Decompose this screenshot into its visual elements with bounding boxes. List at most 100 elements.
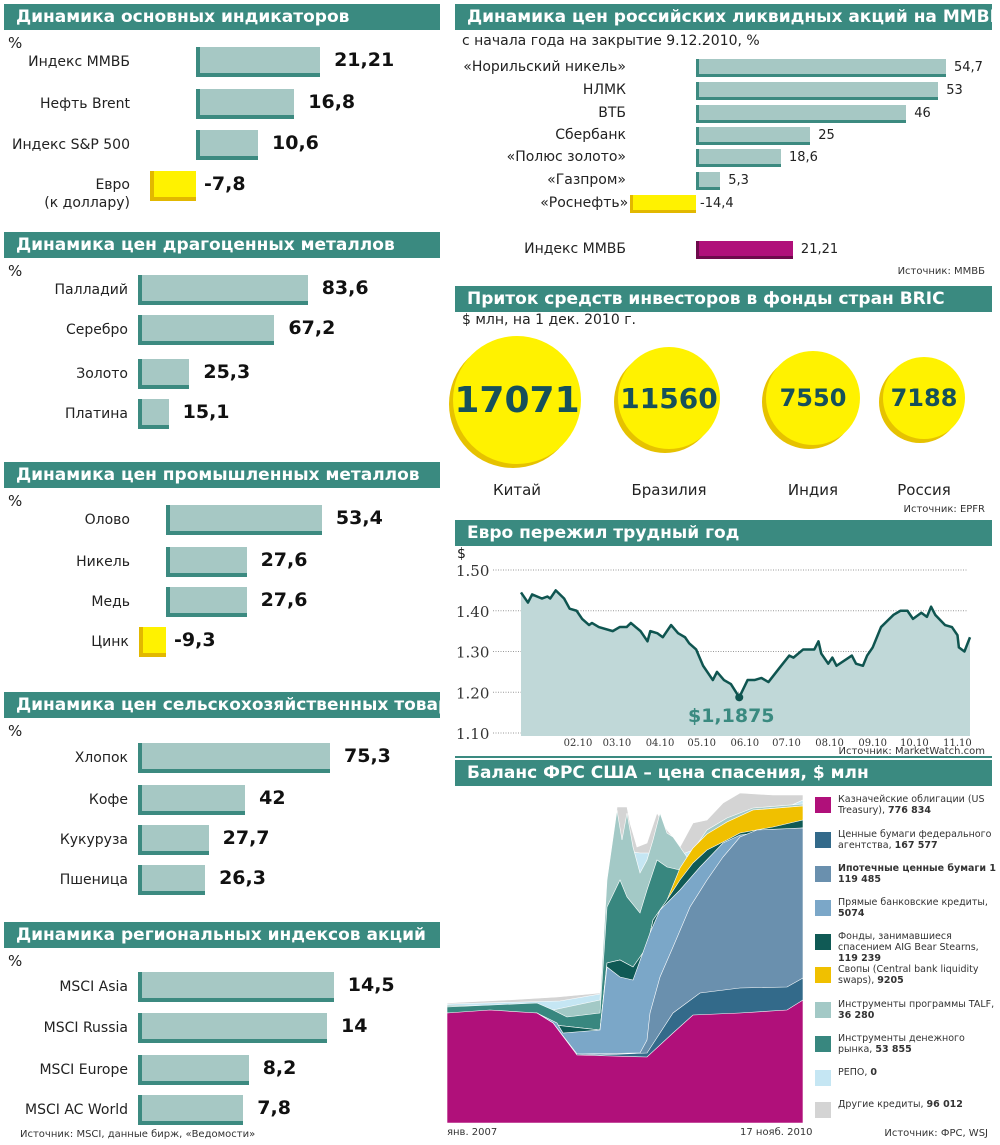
stock-label: НЛМК bbox=[582, 82, 626, 98]
bar-label: Евро (к доллару) bbox=[44, 177, 130, 211]
bar-value: 16,8 bbox=[308, 91, 356, 113]
stock-value: 25 bbox=[818, 128, 835, 143]
legend-item: Казначейские облигации (US Treasury), 77… bbox=[838, 794, 998, 816]
bar-label: Серебро bbox=[66, 322, 128, 338]
legend-value: 119 239 bbox=[838, 953, 881, 964]
bar-label: Хлопок bbox=[74, 750, 128, 766]
legend-label: Инструменты программы TALF, bbox=[838, 999, 995, 1010]
stock-label: Индекс ММВБ bbox=[524, 241, 626, 257]
stock-bar bbox=[696, 105, 907, 123]
stock-value: 21,21 bbox=[800, 242, 839, 257]
bar-label: Кукуруза bbox=[59, 832, 128, 848]
legend-item: РЕПО, 0 bbox=[838, 1067, 998, 1078]
stock-value: 54,7 bbox=[953, 60, 983, 75]
bar-label: MSCI Russia bbox=[43, 1020, 128, 1036]
stock-bar bbox=[696, 172, 721, 190]
stock-label: «Газпром» bbox=[547, 172, 626, 188]
legend-item: Инструменты программы TALF, 36 280 bbox=[838, 999, 998, 1021]
stock-label: «Полюс золото» bbox=[506, 149, 626, 165]
bric-coin: 7550 bbox=[766, 351, 860, 445]
bar-value: 25,3 bbox=[203, 361, 251, 383]
bar bbox=[138, 275, 308, 305]
stock-bar bbox=[696, 82, 939, 100]
bar-value: 67,2 bbox=[288, 317, 336, 339]
section-title: Динамика цен сельскохозяйственных товаро… bbox=[4, 692, 440, 718]
bar bbox=[196, 47, 321, 77]
bar bbox=[138, 315, 275, 345]
unit-label: % bbox=[8, 952, 23, 970]
legend-item: Фонды, занимавшиеся спасением AIG Bear S… bbox=[838, 931, 998, 964]
bar-value: 27,6 bbox=[260, 549, 308, 571]
bric-subtitle: $ млн, на 1 дек. 2010 г. bbox=[462, 312, 636, 328]
legend-value: 5074 bbox=[838, 908, 865, 919]
bar-label: Никель bbox=[76, 554, 130, 570]
bar-label: MSCI AC World bbox=[25, 1102, 128, 1118]
section-title: Динамика региональных индексов акций bbox=[4, 922, 440, 948]
legend-swatch bbox=[815, 1102, 831, 1118]
stock-value: 18,6 bbox=[789, 150, 818, 165]
bric-country: Индия bbox=[787, 481, 839, 499]
stocks-subtitle: с начала года на закрытие 9.12.2010, % bbox=[462, 33, 760, 49]
legend-swatch bbox=[815, 934, 831, 950]
minimum-point bbox=[735, 693, 744, 702]
bar-value: 26,3 bbox=[219, 867, 266, 889]
bar-value: 10,6 bbox=[272, 132, 319, 154]
stocks-title: Динамика цен российских ликвидных акций … bbox=[455, 4, 992, 30]
bar bbox=[138, 399, 169, 429]
bar-label: Кофе bbox=[88, 792, 128, 808]
legend-label: Фонды, занимавшиеся спасением AIG Bear S… bbox=[838, 931, 979, 953]
legend-swatch bbox=[815, 1036, 831, 1052]
bar-value: -7,8 bbox=[204, 173, 246, 195]
legend-value: 9205 bbox=[877, 975, 904, 986]
stock-value: 5,3 bbox=[728, 173, 749, 188]
legend-item: Другие кредиты, 96 012 bbox=[838, 1099, 998, 1110]
bar bbox=[138, 825, 209, 855]
unit-label: % bbox=[8, 34, 23, 52]
legend-value: 776 834 bbox=[888, 805, 931, 816]
x-tick-label: 07.10 bbox=[772, 738, 801, 749]
bar-label: Платина bbox=[64, 406, 128, 422]
bar-value: 83,6 bbox=[321, 277, 369, 299]
bric-title: Приток средств инвесторов в фонды стран … bbox=[455, 286, 992, 312]
bar-label: Олово bbox=[84, 512, 130, 528]
y-tick-label: 1.30 bbox=[456, 644, 489, 662]
bar-value: 42 bbox=[259, 787, 286, 809]
divider bbox=[455, 756, 992, 758]
stock-bar bbox=[696, 149, 781, 167]
stock-bar bbox=[696, 241, 793, 259]
bar bbox=[138, 1055, 249, 1085]
bar bbox=[138, 627, 166, 657]
legend-item: Инструменты денежного рынка, 53 855 bbox=[838, 1033, 998, 1055]
bar-label: MSCI Europe bbox=[39, 1062, 128, 1078]
x-tick-label: 04.10 bbox=[646, 738, 675, 749]
legend-label: Свопы (Central bank liquidity swaps), bbox=[838, 964, 979, 986]
legend-item: Ипотечные ценные бумаги 1 119 485 bbox=[838, 863, 998, 885]
euro-area bbox=[521, 590, 970, 736]
legend-item: Ценные бумаги федерального агентства, 16… bbox=[838, 829, 998, 851]
legend-swatch bbox=[815, 832, 831, 848]
fed-chart-title: Баланс ФРС США – цена спасения, $ млн bbox=[455, 760, 992, 786]
fed-x-label-end: 17 нояб. 2010 bbox=[740, 1127, 813, 1138]
bar bbox=[166, 547, 247, 577]
fed-x-label-start: янв. 2007 bbox=[447, 1127, 498, 1138]
bar bbox=[138, 743, 330, 773]
bric-coin: 7188 bbox=[883, 357, 965, 439]
bar bbox=[138, 865, 206, 895]
bar bbox=[150, 171, 196, 201]
bar-value: 14,5 bbox=[347, 974, 395, 996]
stock-label: «Норильский никель» bbox=[463, 59, 626, 75]
unit-label: % bbox=[8, 492, 23, 510]
bar bbox=[138, 972, 334, 1002]
legend-swatch bbox=[815, 1002, 831, 1018]
stock-value: 53 bbox=[946, 83, 963, 98]
stock-bar bbox=[696, 127, 811, 145]
bar-value: 21,21 bbox=[334, 49, 395, 71]
y-tick-label: 1.50 bbox=[456, 562, 489, 580]
bar-value: 14 bbox=[341, 1015, 368, 1037]
legend-label: Ипотечные ценные бумаги bbox=[838, 863, 990, 874]
legend-label: Ценные бумаги федерального агентства, bbox=[838, 829, 992, 851]
minimum-annotation: $1,1875 bbox=[688, 705, 775, 727]
legend-label: Казначейские облигации (US Treasury), bbox=[838, 794, 985, 816]
euro-chart-title: Евро пережил трудный год bbox=[455, 520, 992, 546]
